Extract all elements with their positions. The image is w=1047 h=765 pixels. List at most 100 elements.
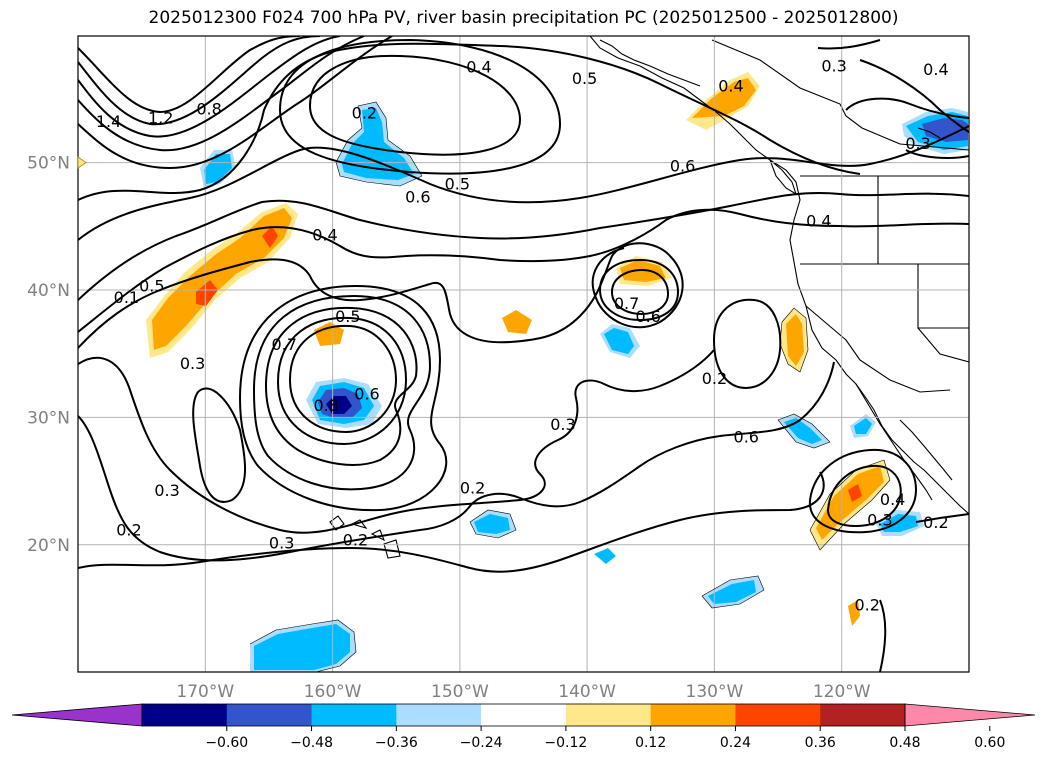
contour-label: 0.4 — [466, 58, 491, 77]
lat-label-40n: 40°N — [27, 281, 70, 301]
pv-contour — [278, 38, 562, 175]
contour-label: 0.2 — [854, 596, 879, 615]
contour-label: 0.3 — [180, 354, 205, 373]
pv-contour — [252, 294, 432, 491]
contour-label: 0.2 — [702, 369, 727, 388]
precip-blob — [254, 624, 350, 670]
north-america-coast — [589, 36, 969, 515]
pv-contour — [78, 208, 969, 333]
contour-label: 0.3 — [821, 56, 846, 75]
pv-contours — [78, 36, 969, 672]
lon-label-150w: 150°W — [431, 682, 489, 702]
precip-blob — [816, 466, 884, 540]
pv-contour — [610, 268, 670, 316]
colorbar-segment — [820, 704, 906, 726]
contour-label: 0.3 — [269, 533, 294, 552]
contour-label: 0.6 — [734, 428, 759, 447]
pv-contour — [78, 191, 969, 301]
pv-contour — [712, 298, 782, 390]
pv-contour — [879, 599, 887, 672]
precip-blob — [854, 418, 872, 434]
contour-label: 0.3 — [867, 510, 892, 529]
colorbar-segment — [481, 704, 567, 726]
coastlines — [329, 36, 969, 559]
map-title: 2025012300 F024 700 hPa PV, river basin … — [148, 8, 899, 28]
contour-label: 0.5 — [445, 175, 470, 194]
contour-label: 0.2 — [460, 479, 485, 498]
contour-label: 0.1 — [114, 288, 139, 307]
hawaii-island — [350, 519, 368, 529]
colorbar: −0.60 −0.48 −0.36 −0.24 −0.12 0.12 0.24 0.36 0.4… — [11, 703, 1036, 751]
canada-border — [711, 39, 969, 151]
lat-label-30n: 30°N — [27, 408, 70, 428]
colorbar-segment — [142, 704, 228, 726]
contour-label: 0.5 — [335, 307, 360, 326]
contour-label: 0.2 — [923, 513, 948, 532]
pv-contour — [598, 258, 680, 322]
contour-label: 0.2 — [116, 521, 141, 540]
pv-contour — [192, 387, 247, 503]
contour-label: 1.2 — [148, 108, 173, 127]
colorbar-segment — [226, 704, 313, 726]
state-border — [805, 305, 861, 361]
pv-contour — [288, 324, 398, 434]
precip-blob — [152, 208, 292, 350]
mexico-inner-coast — [899, 419, 953, 481]
contour-label: 0.3 — [154, 481, 179, 500]
lat-label-50n: 50°N — [27, 154, 70, 174]
precip-blob — [314, 322, 344, 346]
colorbar-segment — [565, 704, 652, 726]
contour-label: 0.2 — [343, 531, 368, 550]
colorbar-tick-label: 0.48 — [889, 735, 920, 751]
contour-label: 0.7 — [614, 294, 639, 313]
lon-label-170w: 170°W — [176, 682, 234, 702]
contour-label: 0.4 — [718, 77, 743, 96]
pv-contour — [276, 316, 408, 446]
contour-label: 0.6 — [405, 187, 430, 206]
lon-label-130w: 130°W — [686, 682, 744, 702]
contour-labels: 0.40.50.3 0.40.20.40.30.60.50.60.40.41.4 1… — [96, 56, 949, 615]
colorbar-outline — [141, 703, 906, 727]
precip-blob — [342, 108, 414, 180]
baja-california — [855, 383, 933, 501]
pv-contour — [78, 361, 835, 562]
hawaii-island — [383, 539, 401, 559]
pv-contour — [238, 284, 448, 512]
colorbar-segment — [311, 704, 397, 726]
contour-label: 0.8 — [313, 396, 338, 415]
pv-contour — [78, 36, 365, 152]
pv-contour — [78, 36, 341, 138]
hawaii-island — [329, 515, 345, 531]
pv-contour — [905, 149, 969, 159]
contour-label: 0.2 — [352, 103, 377, 122]
pv-contour — [817, 39, 881, 50]
colorbar-tick-label: −0.60 — [205, 735, 248, 751]
island — [917, 127, 941, 139]
colorbar-tick-label: −0.48 — [290, 735, 333, 751]
precip-outlines — [249, 101, 891, 672]
pv-contour — [78, 36, 301, 114]
lat-label-20n: 20°N — [27, 536, 70, 556]
precip-blob — [262, 226, 278, 248]
alaska-islands — [599, 39, 701, 87]
precip-blob — [848, 484, 862, 502]
colorbar-tick-label: −0.36 — [375, 735, 418, 751]
lon-label-140w: 140°W — [558, 682, 616, 702]
contour-label: 0.3 — [550, 415, 575, 434]
colorbar-segment — [735, 704, 821, 726]
colorbar-segment — [650, 704, 736, 726]
colorbar-tick-label: 0.12 — [635, 735, 666, 751]
pv-contour — [78, 125, 969, 241]
contour-label: 0.4 — [806, 211, 831, 230]
colorbar-extend-low — [11, 703, 143, 727]
contour-label: 0.7 — [271, 335, 296, 354]
precip-blob — [848, 600, 860, 626]
contour-label: 0.5 — [572, 69, 597, 88]
pv-contour — [859, 59, 969, 133]
pv-contour — [78, 36, 393, 170]
pv-contour — [78, 36, 321, 126]
pv-contour — [308, 54, 522, 156]
contour-label: 0.4 — [312, 225, 337, 244]
lon-label-120w: 120°W — [813, 682, 871, 702]
